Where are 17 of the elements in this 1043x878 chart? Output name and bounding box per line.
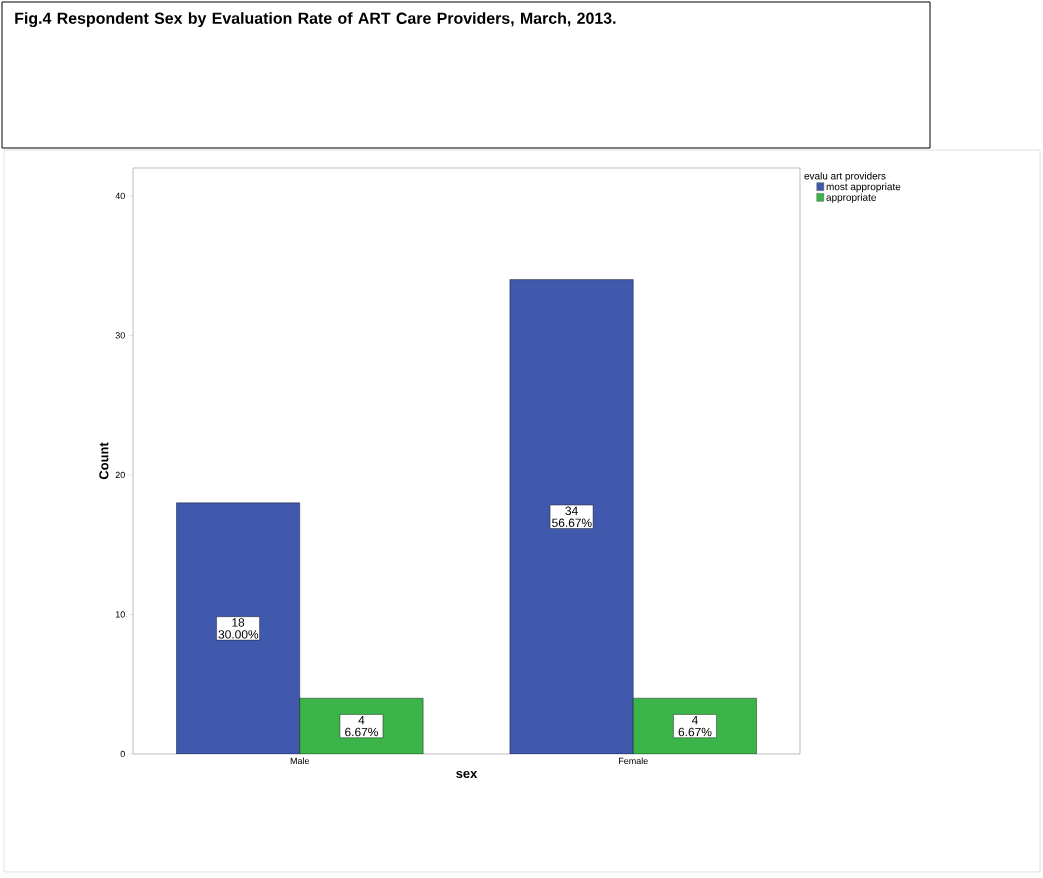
x-tick-label: Female: [619, 757, 648, 765]
legend-title: evalu art providers: [804, 172, 886, 182]
x-axis-title: sex: [456, 770, 478, 779]
x-tick-label: Male: [290, 757, 310, 765]
data-label: 34 56.67%: [552, 506, 592, 527]
y-axis-title: Count: [99, 442, 109, 480]
legend-label: most appropriate: [826, 182, 901, 193]
data-label: 4 6.67%: [678, 715, 712, 737]
y-tick-label: 0: [120, 750, 125, 758]
y-tick-label: 20: [115, 471, 125, 479]
y-tick-label: 10: [115, 611, 125, 618]
y-tick-label: 30: [115, 332, 125, 339]
data-label: 18 30.00%: [218, 618, 259, 639]
chart-title: Fig.4 Respondent Sex by Evaluation Rate of ART Care Providers, March, 2013.: [15, 12, 616, 28]
y-tick-label: 40: [115, 192, 125, 200]
legend-label: appropriate: [826, 193, 876, 203]
data-label: 4 6.67%: [345, 715, 378, 737]
